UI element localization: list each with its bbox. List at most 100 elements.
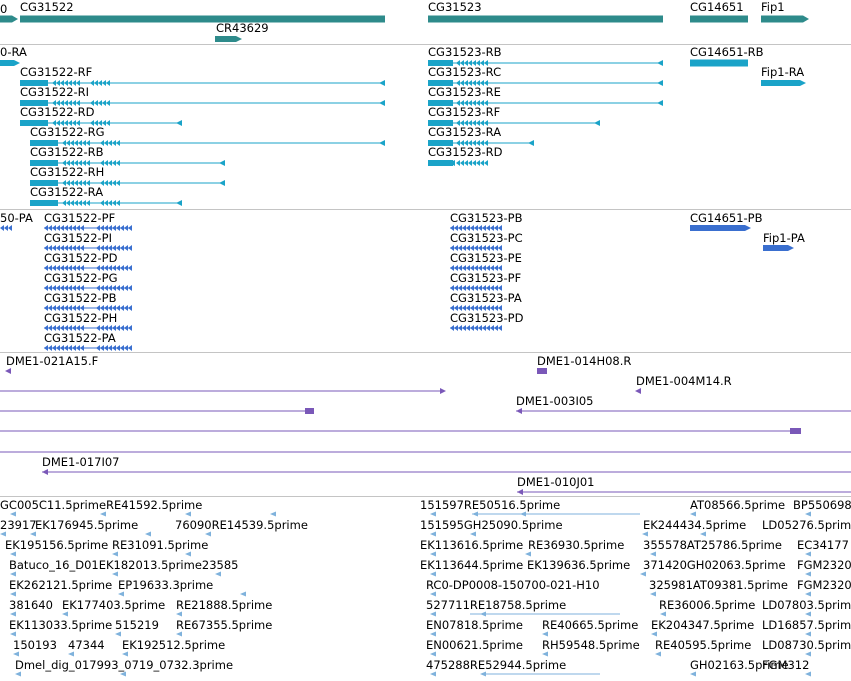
protein-segment[interactable]	[112, 225, 116, 231]
transcript-exon[interactable]	[472, 60, 476, 66]
protein-segment[interactable]	[494, 265, 498, 271]
est-mark[interactable]	[10, 511, 16, 517]
transcript-exon[interactable]	[464, 140, 468, 146]
protein-segment[interactable]	[116, 305, 120, 311]
est-label[interactable]: 151597RE50516.5prime	[420, 498, 561, 512]
est-mark[interactable]	[10, 611, 16, 617]
transcript-exon[interactable]	[90, 120, 94, 126]
protein-segment[interactable]	[96, 245, 100, 251]
transcript-exon[interactable]	[70, 180, 74, 186]
est-mark[interactable]	[430, 611, 436, 617]
transcript-exon[interactable]	[86, 160, 90, 166]
protein-segment[interactable]	[494, 285, 498, 291]
transcript-exon[interactable]	[100, 160, 104, 166]
transcript-exon[interactable]	[456, 160, 460, 166]
protein-segment[interactable]	[112, 265, 116, 271]
bac-label[interactable]: DME1-014H08.R	[537, 354, 632, 368]
est-mark[interactable]	[430, 651, 436, 657]
est-mark[interactable]	[122, 651, 128, 657]
bac-label[interactable]: DME1-017I07	[42, 455, 120, 469]
est-mark[interactable]	[215, 571, 221, 577]
bac-label[interactable]: DME1-004M14.R	[636, 374, 732, 388]
protein-segment[interactable]	[76, 265, 80, 271]
protein-segment[interactable]	[450, 285, 454, 291]
transcript-exon[interactable]	[464, 120, 468, 126]
protein-segment[interactable]	[108, 285, 112, 291]
protein-segment[interactable]	[52, 345, 56, 351]
est-label[interactable]: LD08730.5prime	[762, 638, 851, 652]
transcript-exon[interactable]	[112, 140, 116, 146]
transcript-exon[interactable]	[472, 80, 476, 86]
est-mark[interactable]	[690, 511, 696, 517]
transcript-label[interactable]: CG14651-RB	[690, 45, 764, 59]
transcript-label[interactable]: 0-RA	[0, 45, 27, 59]
protein-segment[interactable]	[486, 325, 490, 331]
transcript-exon[interactable]	[66, 200, 70, 206]
transcript-exon[interactable]	[484, 120, 488, 126]
protein-segment[interactable]	[462, 305, 466, 311]
transcript-exon[interactable]	[116, 180, 120, 186]
protein-segment[interactable]	[8, 225, 12, 231]
protein-segment[interactable]	[486, 285, 490, 291]
protein-segment[interactable]	[490, 285, 494, 291]
transcript-exon[interactable]	[78, 140, 82, 146]
protein-segment[interactable]	[80, 285, 84, 291]
protein-segment[interactable]	[56, 225, 60, 231]
est-mark[interactable]	[430, 671, 436, 677]
est-mark[interactable]	[805, 511, 811, 517]
est-mark[interactable]	[100, 511, 106, 517]
transcript-exon[interactable]	[484, 160, 488, 166]
est-mark[interactable]	[805, 631, 811, 637]
transcript-exon[interactable]	[74, 200, 78, 206]
protein-segment[interactable]	[474, 285, 478, 291]
transcript-exon[interactable]	[56, 80, 60, 86]
protein-segment[interactable]	[104, 325, 108, 331]
protein-segment[interactable]	[498, 225, 502, 231]
transcript-exon[interactable]	[476, 60, 480, 66]
protein-segment[interactable]	[120, 265, 124, 271]
protein-segment[interactable]	[482, 285, 486, 291]
transcript-exon[interactable]	[484, 60, 488, 66]
protein-segment[interactable]	[76, 325, 80, 331]
protein-segment[interactable]	[72, 265, 76, 271]
transcript-exon[interactable]	[108, 180, 112, 186]
transcript-exon[interactable]	[82, 180, 86, 186]
protein-segment[interactable]	[44, 245, 48, 251]
est-mark[interactable]	[805, 571, 811, 577]
est-label[interactable]: 527711RE18758.5prime	[426, 598, 567, 612]
transcript-exon[interactable]	[56, 100, 60, 106]
est-label[interactable]: Dmel_dig_017993_0719_0732.3prime	[15, 658, 234, 672]
transcript-exon[interactable]	[480, 100, 484, 106]
protein-segment[interactable]	[96, 325, 100, 331]
bac-clone[interactable]	[516, 408, 522, 414]
protein-segment[interactable]	[64, 325, 68, 331]
transcript-exon[interactable]	[62, 200, 66, 206]
est-label[interactable]: EK113033.5prime	[9, 618, 113, 632]
est-mark[interactable]	[10, 571, 16, 577]
protein-segment[interactable]	[44, 325, 48, 331]
protein-segment[interactable]	[80, 325, 84, 331]
transcript-exon[interactable]	[108, 160, 112, 166]
protein-segment[interactable]	[120, 225, 124, 231]
transcript-exon[interactable]	[472, 160, 476, 166]
protein-segment[interactable]	[470, 305, 474, 311]
transcript-exon[interactable]	[100, 180, 104, 186]
est-mark[interactable]	[270, 511, 276, 517]
protein-segment[interactable]	[96, 225, 100, 231]
protein-segment[interactable]	[96, 265, 100, 271]
transcript-exon[interactable]	[456, 80, 460, 86]
transcript-exon[interactable]	[112, 160, 116, 166]
gene-label[interactable]: CG14651	[690, 0, 744, 14]
est-label[interactable]: EK177403.5prime	[62, 598, 166, 612]
transcript-exon[interactable]	[60, 80, 64, 86]
protein-segment[interactable]	[458, 285, 462, 291]
protein-segment[interactable]	[494, 305, 498, 311]
protein-segment[interactable]	[478, 325, 482, 331]
transcript-exon[interactable]	[428, 60, 453, 66]
protein-segment[interactable]	[470, 325, 474, 331]
protein-segment[interactable]	[68, 245, 72, 251]
transcript-exon[interactable]	[66, 180, 70, 186]
transcript-exon[interactable]	[64, 120, 68, 126]
